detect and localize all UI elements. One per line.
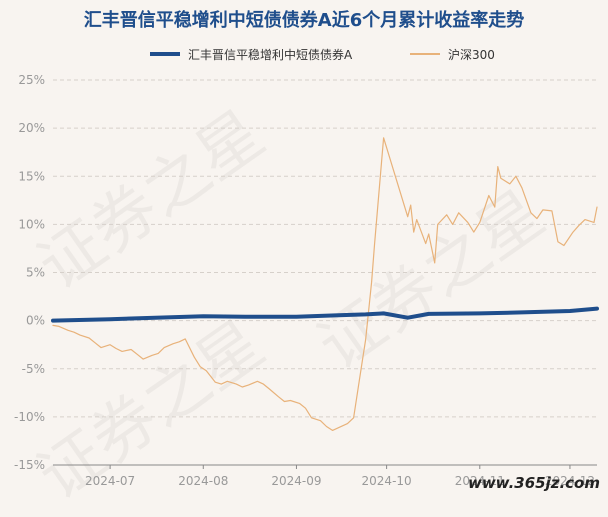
legend-label-fund: 汇丰晋信平稳增利中短债债券A <box>188 47 353 62</box>
legend-item-csi300[interactable]: 沪深300 <box>410 44 495 64</box>
chart-title: 汇丰晋信平稳增利中短债债券A近6个月累计收益率走势 <box>83 10 525 31</box>
x-tick-label: 2024-08 <box>178 474 228 488</box>
x-tick-label: 2024-11 <box>455 474 505 488</box>
site-watermark: www.365jz.com <box>467 474 600 492</box>
legend-swatch-csi300 <box>410 53 440 55</box>
y-tick-label: 15% <box>18 169 45 183</box>
y-tick-label: 25% <box>18 73 45 87</box>
series-line-csi300 <box>52 137 598 431</box>
legend-item-fund[interactable]: 汇丰晋信平稳增利中短债债券A <box>150 44 352 64</box>
y-tick-label: 10% <box>18 217 45 231</box>
series-lines <box>51 137 599 431</box>
x-tick-label: 2024-12 <box>545 474 595 488</box>
y-axis: 25% 20% 15% 10% 5% 0% -5% -10% -15% <box>14 73 45 472</box>
series-line-fund <box>51 306 599 323</box>
y-tick-label: 20% <box>18 121 45 135</box>
x-tick-label: 2024-09 <box>271 474 321 488</box>
legend-label-csi300: 沪深300 <box>448 47 495 62</box>
y-tick-label: 0% <box>26 314 45 328</box>
y-tick-label: -5% <box>22 362 45 376</box>
x-tick-label: 2024-07 <box>85 474 135 488</box>
legend-swatch-fund <box>150 52 180 56</box>
x-axis: 2024-07 2024-08 2024-09 2024-10 2024-11 2024-… <box>53 464 597 488</box>
legend[interactable]: 汇丰晋信平稳增利中短债债券A 沪深300 <box>0 44 608 64</box>
y-tick-label: -15% <box>14 458 45 472</box>
y-tick-label: -10% <box>14 410 45 424</box>
grid-lines <box>53 79 597 466</box>
chart-plot: 25%20%15%10%5%0%-5%-10%-15% 2024-07 2024-… <box>14 73 599 488</box>
x-tick-label: 2024-10 <box>362 474 412 488</box>
y-tick-label: 5% <box>26 266 45 280</box>
